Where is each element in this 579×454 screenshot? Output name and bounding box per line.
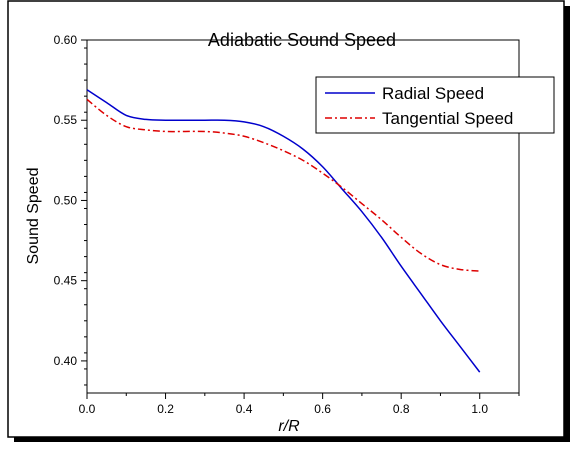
chart-title: Adiabatic Sound Speed (208, 30, 396, 50)
frame-panel (7, 0, 565, 438)
x-tick-label: 0.8 (393, 402, 410, 416)
y-tick-label: 0.40 (54, 354, 78, 368)
legend-label-tangential: Tangential Speed (382, 109, 513, 128)
y-tick-label: 0.55 (54, 113, 78, 127)
y-axis-label: Sound Speed (25, 168, 42, 265)
y-tick-label: 0.50 (54, 193, 78, 207)
legend-label-radial: Radial Speed (382, 84, 484, 103)
series-layer (86, 89, 481, 373)
legend: Radial Speed Tangential Speed (315, 76, 555, 134)
x-axis-ticks: 0.0 0.2 0.4 0.6 0.8 1.0 (79, 393, 520, 416)
legend-box (315, 76, 555, 134)
x-tick-label: 0.4 (236, 402, 253, 416)
x-tick-label: 0.0 (79, 402, 96, 416)
series-line-radial-speed (86, 89, 481, 373)
x-axis-label: r/R (278, 418, 300, 435)
y-axis-ticks: 0.40 0.45 0.50 0.55 0.60 (54, 33, 87, 386)
plot-area (86, 39, 520, 394)
x-tick-label: 0.2 (157, 402, 174, 416)
x-tick-label: 1.0 (471, 402, 488, 416)
x-tick-label: 0.6 (314, 402, 331, 416)
y-tick-label: 0.45 (54, 274, 78, 288)
y-tick-label: 0.60 (54, 33, 78, 47)
